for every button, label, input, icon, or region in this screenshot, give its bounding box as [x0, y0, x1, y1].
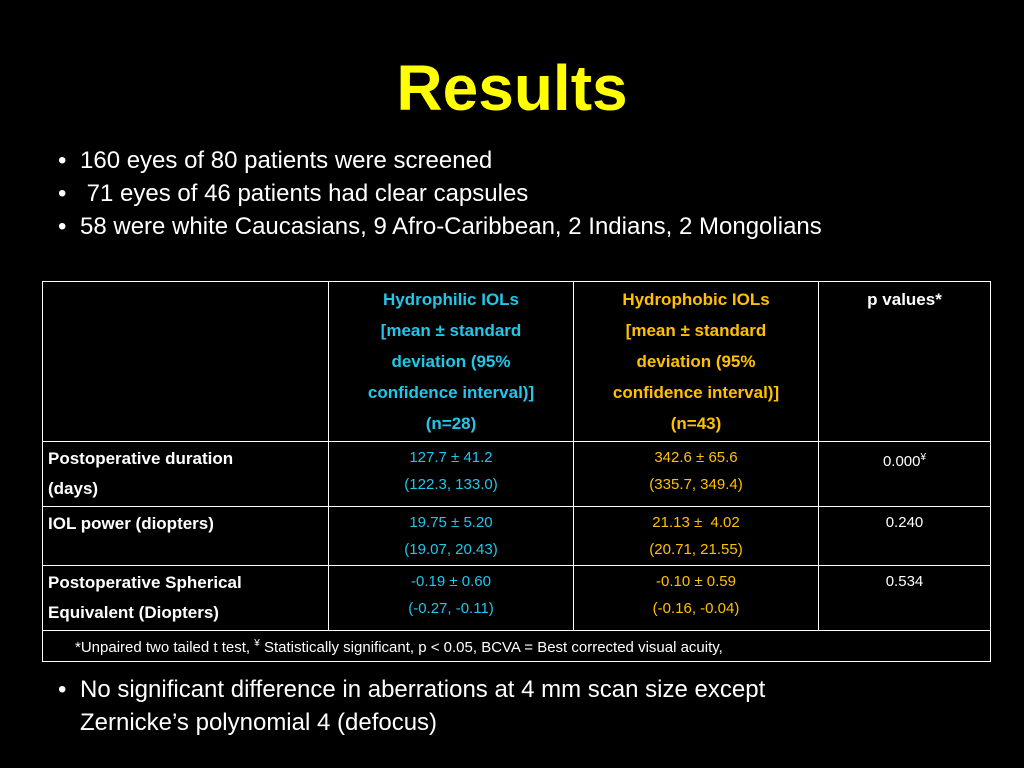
bullet-item: • No significant difference in aberratio… — [58, 673, 978, 739]
significance-mark: ¥ — [920, 452, 927, 463]
header-pvalues: p values* — [818, 281, 991, 442]
confidence-interval: (122.3, 133.0) — [404, 476, 498, 493]
header-line: (n=28) — [425, 414, 477, 433]
footnote-text: Statistically significant, p < 0.05, BCV… — [259, 639, 723, 656]
confidence-interval: (335.7, 349.4) — [649, 476, 743, 493]
header-line: Hydrophilic IOLs — [382, 290, 520, 309]
header-hydrophobic: Hydrophobic IOLs [mean ± standard deviat… — [573, 281, 819, 442]
bullet-text-block: No significant difference in aberrations… — [80, 673, 765, 739]
bullet-item: • 160 eyes of 80 patients were screened — [58, 144, 998, 177]
footnote-text: *Unpaired two tailed t test, — [75, 639, 255, 656]
header-line: Hydrophobic IOLs — [622, 290, 770, 309]
header-empty-cell — [42, 281, 329, 442]
row-label: IOL power (diopters) — [42, 506, 329, 566]
bullet-dot: • — [58, 180, 67, 207]
header-line: [mean ± standard — [380, 321, 522, 340]
mean-sd: 21.13 ± 4.02 — [652, 514, 740, 531]
slide-title: Results — [396, 52, 628, 124]
row-label-line: Postoperative duration — [48, 449, 234, 468]
bullet-dot: • — [58, 213, 67, 240]
bullet-list: • 160 eyes of 80 patients were screened •… — [58, 144, 998, 243]
mean-sd: 342.6 ± 65.6 — [654, 449, 738, 466]
bullet-text: No significant difference in aberrations… — [80, 676, 766, 703]
header-line: deviation (95% — [391, 352, 511, 371]
table-header-row: Hydrophilic IOLs [mean ± standard deviat… — [42, 281, 991, 442]
hydrophilic-value: -0.19 ± 0.60 (-0.27, -0.11) — [328, 565, 574, 631]
p-value: 0.534 — [818, 565, 991, 631]
hydrophobic-value: 21.13 ± 4.02 (20.71, 21.55) — [573, 506, 819, 566]
mean-sd: 127.7 ± 41.2 — [409, 449, 493, 466]
table-row: IOL power (diopters) 19.75 ± 5.20 (19.07… — [42, 506, 991, 566]
mean-sd: 19.75 ± 5.20 — [409, 514, 493, 531]
p-value-text: 0.000 — [882, 453, 921, 470]
table-footnote-row: *Unpaired two tailed t test, ¥ Statistic… — [42, 630, 991, 662]
row-label-line: (days) — [48, 479, 99, 498]
header-line: deviation (95% — [636, 352, 756, 371]
bullet-text: 58 were white Caucasians, 9 Afro-Caribbe… — [80, 213, 822, 240]
bullet-dot: • — [58, 147, 67, 174]
table-footnote: *Unpaired two tailed t test, ¥ Statistic… — [42, 630, 991, 662]
bullet-item: • 58 were white Caucasians, 9 Afro-Caribb… — [58, 210, 998, 243]
bullet-text: Zernicke’s polynomial 4 (defocus) — [80, 709, 438, 736]
bullet-text: 160 eyes of 80 patients were screened — [80, 147, 493, 174]
p-value: 0.240 — [818, 506, 991, 566]
mean-sd: -0.19 ± 0.60 — [411, 573, 491, 590]
row-label-line: Equivalent (Diopters) — [48, 603, 219, 622]
header-line: confidence interval)] — [612, 383, 780, 402]
row-label: Postoperative Spherical Equivalent (Diop… — [42, 565, 329, 631]
table-row: Postoperative duration (days) 127.7 ± 41… — [42, 441, 991, 507]
footnote-mark: ¥ — [254, 638, 260, 649]
header-line: (n=43) — [670, 414, 722, 433]
table-row: Postoperative Spherical Equivalent (Diop… — [42, 565, 991, 631]
bullet-item: • 71 eyes of 46 patients had clear capsu… — [58, 177, 998, 210]
bottom-bullet: • No significant difference in aberratio… — [58, 673, 978, 739]
header-line: confidence interval)] — [367, 383, 535, 402]
row-label-line: IOL power (diopters) — [48, 514, 214, 533]
row-label-line: Postoperative Spherical — [48, 573, 242, 592]
p-value: 0.000¥ — [818, 441, 991, 507]
confidence-interval: (-0.16, -0.04) — [652, 600, 740, 617]
hydrophilic-value: 19.75 ± 5.20 (19.07, 20.43) — [328, 506, 574, 566]
hydrophilic-value: 127.7 ± 41.2 (122.3, 133.0) — [328, 441, 574, 507]
hydrophobic-value: 342.6 ± 65.6 (335.7, 349.4) — [573, 441, 819, 507]
confidence-interval: (19.07, 20.43) — [404, 541, 498, 558]
hydrophobic-value: -0.10 ± 0.59 (-0.16, -0.04) — [573, 565, 819, 631]
bullet-dot: • — [58, 676, 67, 703]
header-line: [mean ± standard — [625, 321, 767, 340]
results-table: Hydrophilic IOLs [mean ± standard deviat… — [42, 281, 991, 662]
mean-sd: -0.10 ± 0.59 — [656, 573, 736, 590]
confidence-interval: (20.71, 21.55) — [649, 541, 743, 558]
confidence-interval: (-0.27, -0.11) — [408, 600, 494, 617]
header-hydrophilic: Hydrophilic IOLs [mean ± standard deviat… — [328, 281, 574, 442]
bullet-text: 71 eyes of 46 patients had clear capsule… — [80, 180, 529, 207]
row-label: Postoperative duration (days) — [42, 441, 329, 507]
